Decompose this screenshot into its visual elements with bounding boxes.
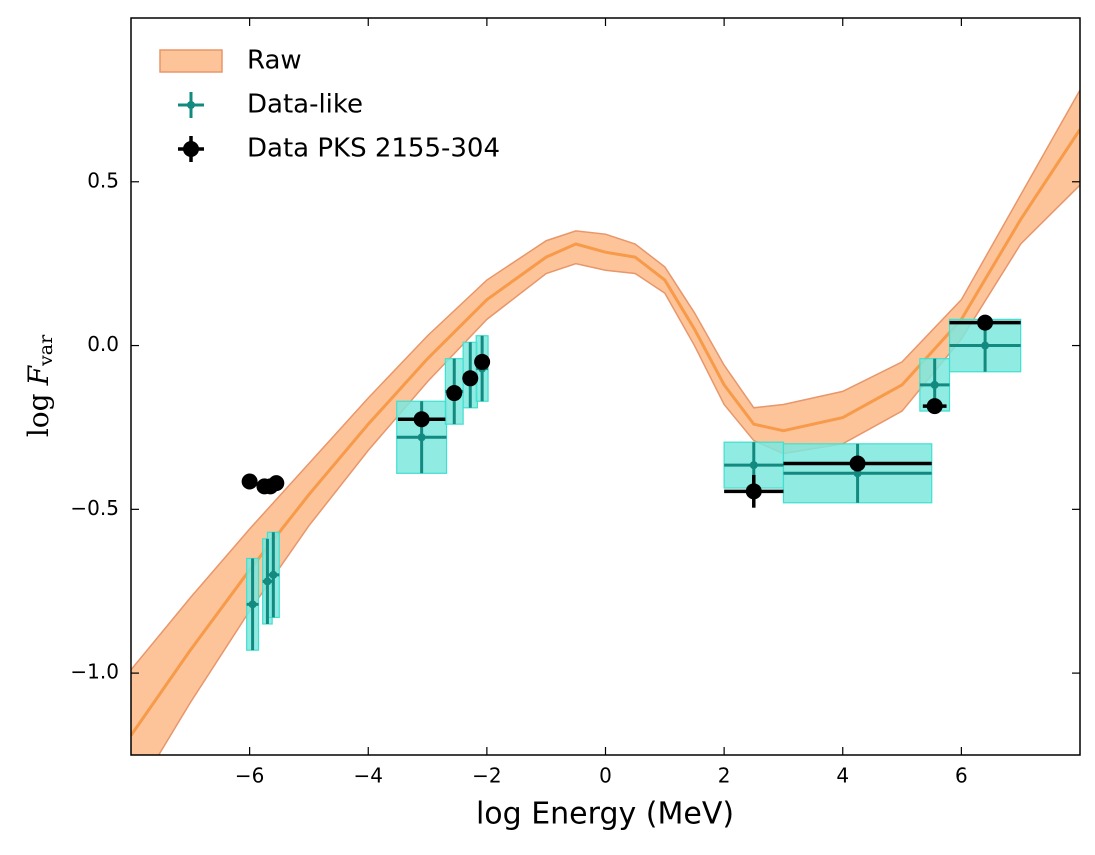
point — [926, 398, 943, 415]
y-tick-label: −1.0 — [70, 660, 119, 684]
y-label-symbol: F — [22, 364, 55, 386]
band-fill — [131, 90, 1080, 755]
y-axis-label: log Fvar — [22, 334, 58, 437]
point — [462, 370, 479, 387]
point — [269, 570, 278, 579]
x-tick-label: 4 — [836, 764, 849, 788]
legend-label: Raw — [247, 46, 302, 76]
band-upper — [131, 89, 1080, 671]
point — [977, 314, 994, 331]
point — [745, 483, 762, 500]
point — [446, 385, 463, 402]
x-tick-label: −6 — [235, 764, 264, 788]
point — [413, 411, 430, 428]
point — [268, 475, 285, 492]
point — [417, 433, 426, 442]
x-tick-label: 2 — [718, 764, 731, 788]
legend-label: Data-like — [247, 90, 363, 120]
y-tick-label: 0.0 — [87, 332, 119, 356]
band-lower — [157, 184, 1080, 755]
legend-label: Data PKS 2155-304 — [247, 134, 500, 164]
y-tick-label: −0.5 — [70, 496, 119, 520]
point — [930, 380, 939, 389]
point — [849, 455, 866, 472]
point — [474, 353, 491, 370]
y-label-base: log — [22, 393, 55, 437]
legend-swatch — [159, 49, 223, 73]
x-axis-label: log Energy (MeV) — [476, 797, 734, 832]
legend-swatch — [187, 101, 195, 109]
x-tick-label: −4 — [354, 764, 383, 788]
point — [749, 461, 758, 470]
center-line — [131, 128, 1080, 737]
point — [981, 341, 990, 350]
legend-swatch — [183, 141, 199, 157]
plot-area — [131, 89, 1080, 755]
point — [853, 469, 862, 478]
point — [241, 473, 258, 490]
point — [248, 600, 257, 609]
x-tick-label: −2 — [472, 764, 501, 788]
y-tick-label: 0.5 — [87, 168, 119, 192]
x-tick-label: 6 — [955, 764, 968, 788]
point — [263, 577, 272, 586]
y-label-subscript: var — [35, 334, 57, 367]
x-tick-label: 0 — [599, 764, 612, 788]
